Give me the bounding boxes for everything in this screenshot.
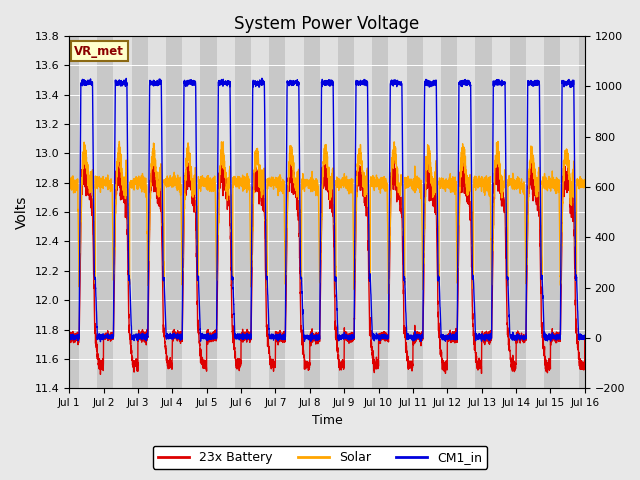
Bar: [97, 36, 113, 388]
Solar: [115, 138, 123, 144]
Bar: [63, 36, 79, 388]
23x Battery: [218, 154, 225, 160]
Bar: [406, 36, 423, 388]
Legend: 23x Battery, Solar, CM1_in: 23x Battery, Solar, CM1_in: [153, 446, 487, 469]
23x Battery: [158, 242, 166, 248]
Bar: [579, 36, 595, 388]
Bar: [476, 36, 492, 388]
Bar: [235, 36, 251, 388]
Solar: [472, 187, 479, 193]
Bar: [200, 36, 216, 388]
Solar: [580, 177, 588, 183]
CM1_in: [443, 335, 451, 341]
Solar: [308, 177, 316, 183]
Bar: [303, 36, 320, 388]
CM1_in: [414, 333, 422, 339]
23x Battery: [308, 337, 316, 343]
CM1_in: [97, 339, 104, 345]
CM1_in: [258, 75, 266, 81]
23x Battery: [97, 372, 104, 377]
Title: System Power Voltage: System Power Voltage: [234, 15, 420, 33]
CM1_in: [472, 338, 479, 344]
Bar: [166, 36, 182, 388]
Solar: [158, 199, 166, 205]
23x Battery: [414, 332, 422, 337]
CM1_in: [580, 333, 588, 338]
Solar: [385, 291, 392, 297]
23x Battery: [65, 333, 73, 338]
CM1_in: [158, 153, 166, 158]
CM1_in: [308, 336, 316, 341]
Line: 23x Battery: 23x Battery: [69, 157, 585, 374]
Bar: [338, 36, 354, 388]
Bar: [132, 36, 148, 388]
23x Battery: [472, 360, 479, 365]
Bar: [510, 36, 526, 388]
Bar: [544, 36, 561, 388]
Bar: [269, 36, 285, 388]
CM1_in: [581, 335, 589, 340]
Solar: [414, 178, 422, 184]
CM1_in: [65, 333, 73, 339]
Line: CM1_in: CM1_in: [69, 78, 585, 342]
Solar: [443, 181, 451, 187]
Solar: [65, 179, 73, 184]
Text: VR_met: VR_met: [74, 45, 124, 58]
Y-axis label: Volts: Volts: [15, 195, 29, 229]
Bar: [372, 36, 388, 388]
23x Battery: [443, 364, 451, 370]
23x Battery: [580, 359, 588, 365]
Line: Solar: Solar: [69, 141, 585, 294]
Bar: [441, 36, 457, 388]
Solar: [581, 181, 589, 187]
X-axis label: Time: Time: [312, 414, 342, 427]
23x Battery: [581, 335, 589, 341]
